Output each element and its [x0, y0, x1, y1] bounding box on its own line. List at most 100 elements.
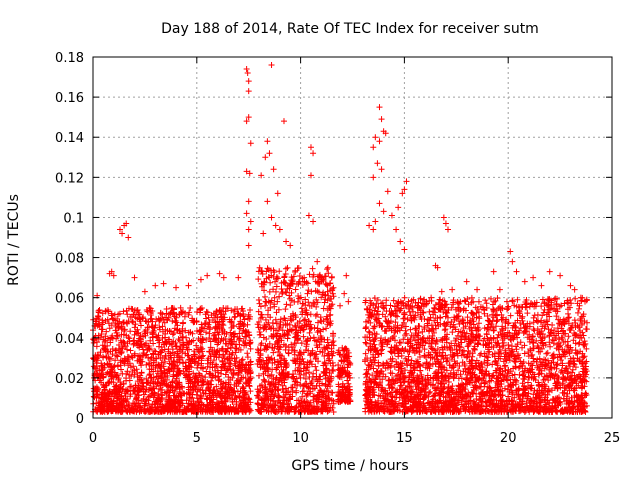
data-point: [185, 352, 192, 359]
data-point: [234, 372, 241, 379]
data-point: [123, 398, 130, 405]
data-point: [132, 384, 139, 391]
data-point: [145, 324, 152, 331]
data-point: [98, 370, 105, 377]
data-point: [255, 297, 262, 304]
data-point: [362, 408, 369, 415]
data-point: [241, 316, 248, 323]
data-point: [173, 375, 180, 382]
data-point: [93, 370, 100, 377]
data-point: [197, 331, 204, 338]
data-point: [328, 274, 335, 281]
data-point: [166, 360, 173, 367]
data-point: [99, 310, 106, 317]
data-point: [282, 306, 289, 313]
data-point: [145, 379, 152, 386]
data-point: [194, 395, 201, 402]
data-point: [127, 347, 134, 354]
data-point: [130, 311, 137, 318]
data-point: [144, 308, 151, 315]
data-point: [129, 369, 136, 376]
data-point: [215, 321, 222, 328]
data-point: [106, 325, 113, 332]
data-point: [313, 296, 320, 303]
data-point: [99, 342, 106, 349]
data-point: [206, 348, 213, 355]
data-point: [102, 337, 109, 344]
data-point: [107, 355, 114, 362]
data-point: [146, 372, 153, 379]
data-point: [277, 316, 284, 323]
data-point: [137, 318, 144, 325]
data-point: [276, 268, 283, 275]
data-point: [124, 358, 131, 365]
data-point: [114, 353, 121, 360]
data-point: [127, 391, 134, 398]
data-point: [193, 382, 200, 389]
data-point: [98, 407, 105, 414]
data-point: [297, 374, 304, 381]
data-point: [132, 328, 139, 335]
data-point: [521, 350, 528, 357]
data-point: [206, 324, 213, 331]
data-point: [220, 405, 227, 412]
data-point: [187, 305, 194, 312]
data-point: [156, 326, 163, 333]
data-point: [94, 351, 101, 358]
data-point: [219, 314, 226, 321]
data-point: [170, 330, 177, 337]
data-point: [209, 408, 216, 415]
data-point: [120, 308, 127, 315]
data-point: [247, 345, 254, 352]
data-point: [184, 374, 191, 381]
data-point: [321, 353, 328, 360]
data-point: [212, 405, 219, 412]
data-point: [137, 372, 144, 379]
data-point: [243, 361, 250, 368]
data-point: [100, 382, 107, 389]
data-point: [93, 343, 100, 350]
data-point: [133, 307, 140, 314]
data-point: [168, 404, 175, 411]
data-point: [279, 289, 286, 296]
data-point: [110, 386, 117, 393]
data-point: [117, 337, 124, 344]
data-point: [365, 328, 372, 335]
data-point: [109, 345, 116, 352]
data-point: [270, 349, 277, 356]
data-point: [147, 371, 154, 378]
data-point: [122, 393, 129, 400]
data-point: [118, 366, 125, 373]
data-point: [227, 329, 234, 336]
data-point: [228, 307, 235, 314]
data-point: [234, 408, 241, 415]
data-point: [185, 386, 192, 393]
data-point: [191, 403, 198, 410]
data-point: [255, 276, 262, 283]
data-point: [549, 352, 556, 359]
data-point: [211, 314, 218, 321]
data-point: [323, 325, 330, 332]
data-point: [152, 364, 159, 371]
data-point: [210, 357, 217, 364]
data-point: [270, 286, 277, 293]
data-point: [289, 374, 296, 381]
data-point: [237, 346, 244, 353]
data-point: [114, 332, 121, 339]
data-point: [330, 368, 337, 375]
data-point: [124, 311, 131, 318]
data-point: [220, 322, 227, 329]
data-point: [173, 343, 180, 350]
data-point: [147, 305, 154, 312]
data-point: [225, 340, 232, 347]
data-point: [174, 381, 181, 388]
data-point: [171, 313, 178, 320]
data-point: [230, 308, 237, 315]
data-point: [170, 371, 177, 378]
data-point: [213, 401, 220, 408]
data-point: [104, 307, 111, 314]
data-point: [154, 404, 161, 411]
data-point: [205, 384, 212, 391]
data-point: [239, 383, 246, 390]
data-point: [142, 352, 149, 359]
